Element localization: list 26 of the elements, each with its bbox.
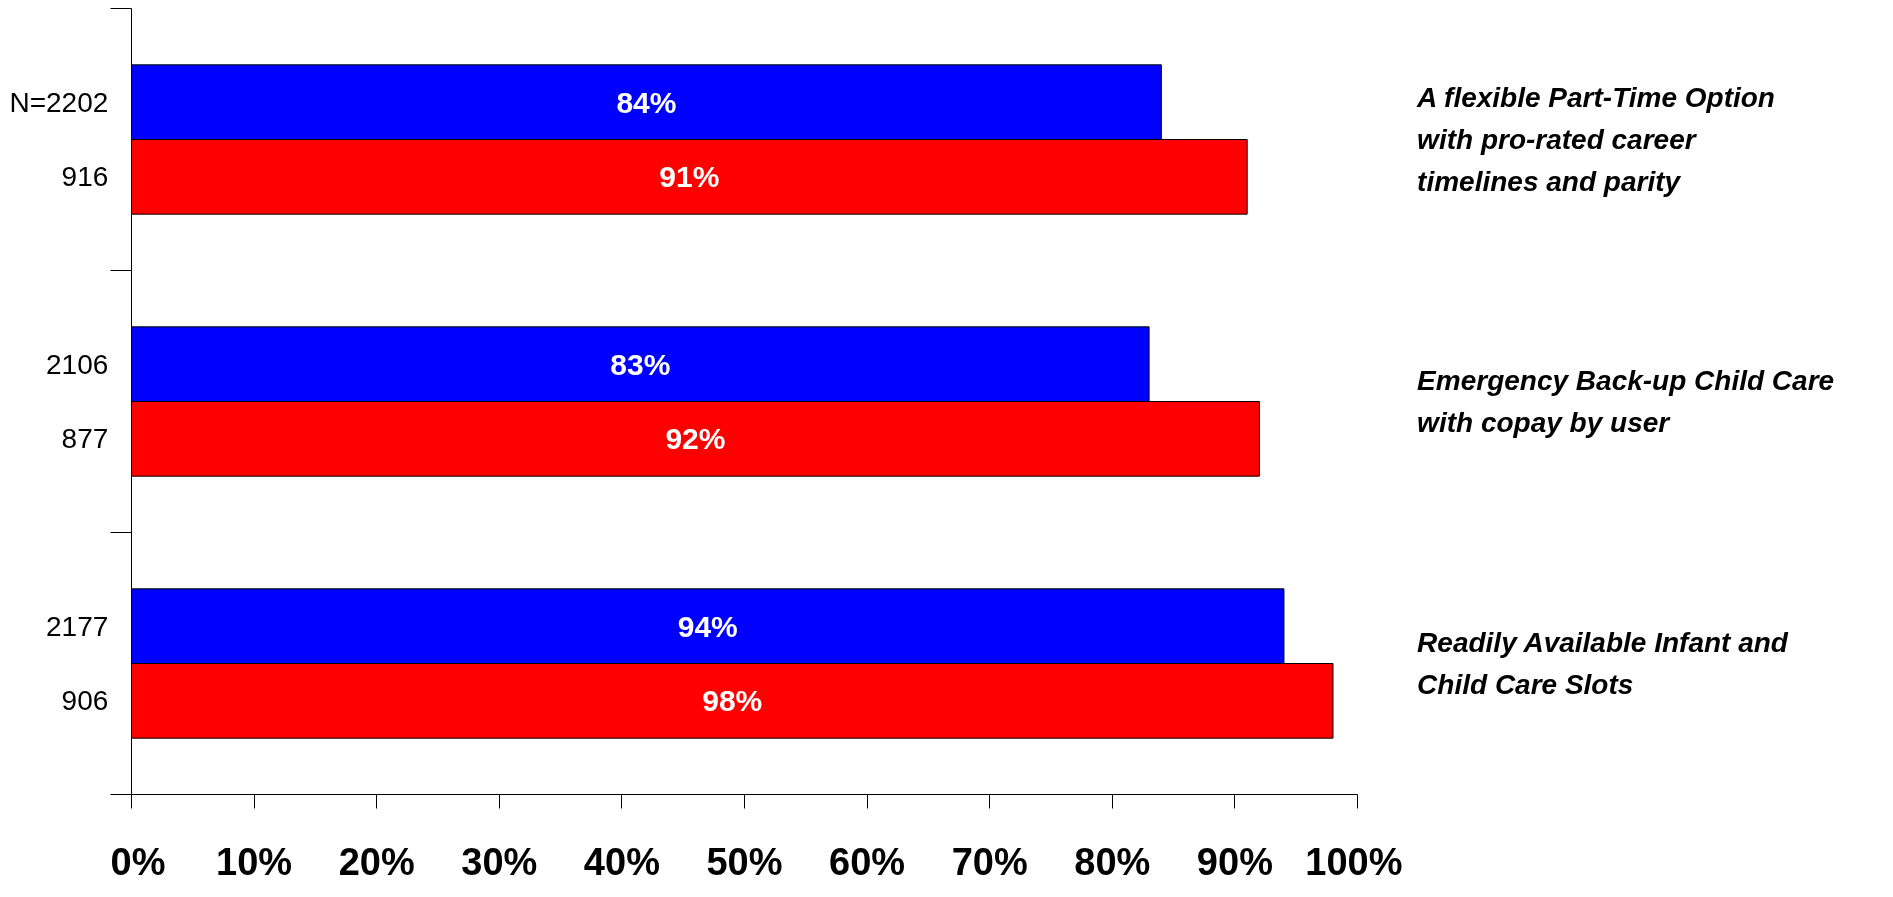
text: 2177 [46, 610, 109, 642]
x-tick-label: 80% [1074, 840, 1151, 883]
text: N=2202 [9, 86, 109, 118]
y-tick-label: Emergency Back-up Child Care with copay by user [1417, 365, 1835, 438]
x-tick-label: 100% [1305, 840, 1403, 883]
data-label: 83% [610, 347, 671, 381]
text: 877 [61, 423, 109, 455]
text: 2106 [46, 348, 109, 380]
x-tick-label: 0% [110, 840, 166, 883]
data-label: 94% [677, 609, 738, 643]
x-tick-label: 40% [583, 840, 660, 883]
y-tick-label: A flexible Part-Time Option with pro-rated career timelines and parity [1416, 82, 1775, 197]
data-label: 98% [702, 684, 763, 718]
x-tick-label: 20% [338, 840, 415, 883]
x-tick-label: 70% [951, 840, 1028, 883]
x-tick-label: 30% [461, 840, 538, 883]
data-label: 92% [665, 422, 726, 456]
x-tick-label: 50% [706, 840, 783, 883]
x-tick-label: 90% [1196, 840, 1273, 883]
data-label: 84% [616, 85, 677, 119]
text: 906 [61, 685, 109, 717]
y-tick-label: Readily Available Infant and Child Care Slots [1417, 627, 1789, 700]
x-tick-label: 10% [216, 840, 293, 883]
text: 916 [61, 161, 109, 193]
x-tick-label: 60% [829, 840, 906, 883]
data-label: 91% [659, 160, 720, 194]
